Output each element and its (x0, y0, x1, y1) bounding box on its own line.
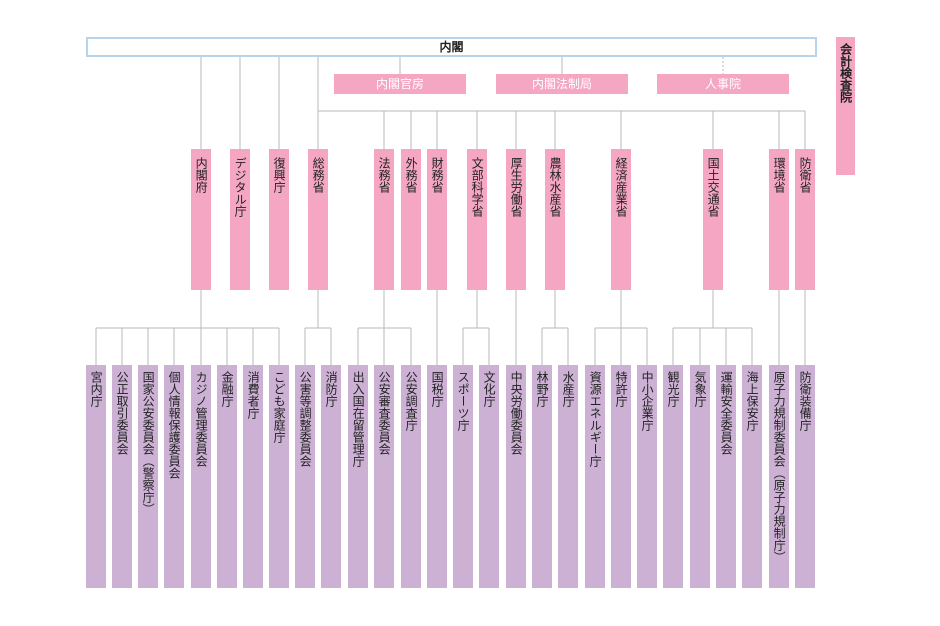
ministry-box: 文部科学省 (467, 149, 487, 290)
ministry-label: 財務省 (430, 157, 445, 193)
agency-box: 消防庁 (321, 365, 341, 588)
cabinet-secretariat-box: 内閣官房 (334, 74, 466, 94)
agency-label: 海上保安庁 (745, 371, 760, 431)
ministry-label: 厚生労働省 (509, 157, 524, 217)
agency-label: 水産庁 (561, 371, 576, 407)
agency-label: 出入国在留管理庁 (351, 371, 366, 467)
agency-box: カジノ管理委員会 (191, 365, 211, 588)
ministry-box: 国土交通省 (703, 149, 723, 290)
ministry-label: 総務省 (311, 157, 326, 193)
agency-box: 金融庁 (217, 365, 237, 588)
ministry-label: 防衛省 (798, 157, 813, 193)
agency-box: こども家庭庁 (269, 365, 289, 588)
agency-label: 防衛装備庁 (798, 371, 813, 431)
ministry-label: 国土交通省 (706, 157, 721, 217)
agency-box: 国家公安委員会（警察庁） (138, 365, 158, 588)
agency-box: 林野庁 (532, 365, 552, 588)
agency-label: こども家庭庁 (272, 371, 287, 443)
agency-box: 国税庁 (427, 365, 447, 588)
agency-label: 個人情報保護委員会 (167, 371, 182, 479)
legislation-bureau-box: 内閣法制局 (496, 74, 628, 94)
agency-label: 公害等調整委員会 (298, 371, 313, 467)
ministry-box: 財務省 (427, 149, 447, 290)
agency-label: 林野庁 (535, 371, 550, 407)
agency-box: 運輸安全委員会 (716, 365, 736, 588)
agency-label: 国家公安委員会（警察庁） (141, 371, 156, 515)
agency-box: 水産庁 (558, 365, 578, 588)
cabinet-label: 内閣 (439, 39, 464, 54)
agency-box: 公安調査庁 (401, 365, 421, 588)
ministry-box: 経済産業省 (611, 149, 631, 290)
top-office-label: 内閣法制局 (531, 76, 592, 91)
agency-label: スポーツ庁 (456, 371, 471, 431)
ministry-box: 法務省 (374, 149, 394, 290)
agency-box: 文化庁 (479, 365, 499, 588)
ministry-box: 外務省 (401, 149, 421, 290)
agency-box: 中央労働委員会 (506, 365, 526, 588)
agency-label: 特許庁 (614, 371, 629, 407)
ministry-box: 厚生労働省 (506, 149, 526, 290)
agency-label: 消費者庁 (246, 371, 261, 419)
agency-label: 公安調査庁 (404, 371, 419, 431)
ministry-label: 法務省 (377, 157, 392, 193)
audit-board-label: 会計検査院 (838, 43, 853, 103)
agency-box: 公害等調整委員会 (295, 365, 315, 588)
agency-box: 防衛装備庁 (795, 365, 815, 588)
ministry-box: 防衛省 (795, 149, 815, 290)
agency-label: 中央労働委員会 (509, 371, 524, 455)
agency-label: 公安審査委員会 (377, 371, 392, 455)
agency-box: 中小企業庁 (637, 365, 657, 588)
ministry-label: 文部科学省 (470, 157, 485, 217)
ministry-label: 外務省 (404, 157, 419, 193)
agency-box: 資源エネルギー庁 (585, 365, 605, 588)
agency-label: 気象庁 (693, 371, 708, 407)
ministry-box: デジタル庁 (230, 149, 250, 290)
agency-label: 国税庁 (430, 371, 445, 407)
agency-label: 文化庁 (482, 371, 497, 407)
agency-box: 公正取引委員会 (112, 365, 132, 588)
ministry-label: 経済産業省 (614, 157, 629, 217)
agency-label: 資源エネルギー庁 (588, 371, 603, 467)
ministry-box: 総務省 (308, 149, 328, 290)
agency-label: カジノ管理委員会 (194, 371, 209, 467)
ministry-label: 復興庁 (272, 157, 287, 193)
agency-label: 消防庁 (324, 371, 339, 407)
agency-box: 原子力規制委員会（原子力規制庁） (769, 365, 789, 588)
agency-box: 特許庁 (611, 365, 631, 588)
agency-label: 原子力規制委員会（原子力規制庁） (772, 371, 787, 563)
top-office-label: 人事院 (704, 76, 741, 91)
ministry-box: 内閣府 (191, 149, 211, 290)
agency-box: 気象庁 (690, 365, 710, 588)
personnel-authority-box: 人事院 (657, 74, 789, 94)
ministry-label: 内閣府 (194, 157, 209, 193)
cabinet-box: 内閣 (86, 37, 817, 57)
agency-box: 宮内庁 (86, 365, 106, 588)
agency-box: 観光庁 (663, 365, 683, 588)
agency-box: 出入国在留管理庁 (348, 365, 368, 588)
agency-label: 公正取引委員会 (115, 371, 130, 455)
ministry-label: 農林水産省 (548, 157, 563, 217)
agency-label: 運輸安全委員会 (719, 371, 734, 455)
agency-box: 海上保安庁 (742, 365, 762, 588)
audit-board-box: 会計検査院 (836, 37, 855, 175)
agency-box: スポーツ庁 (453, 365, 473, 588)
top-office-label: 内閣官房 (375, 76, 424, 91)
ministry-label: 環境省 (772, 157, 787, 193)
agency-label: 観光庁 (666, 371, 681, 407)
agency-box: 個人情報保護委員会 (164, 365, 184, 588)
agency-label: 宮内庁 (89, 371, 104, 407)
ministry-box: 農林水産省 (545, 149, 565, 290)
ministry-box: 環境省 (769, 149, 789, 290)
agency-label: 中小企業庁 (640, 371, 655, 431)
agency-box: 消費者庁 (243, 365, 263, 588)
agency-label: 金融庁 (220, 371, 235, 407)
ministry-label: デジタル庁 (233, 157, 248, 217)
ministry-box: 復興庁 (269, 149, 289, 290)
agency-box: 公安審査委員会 (374, 365, 394, 588)
